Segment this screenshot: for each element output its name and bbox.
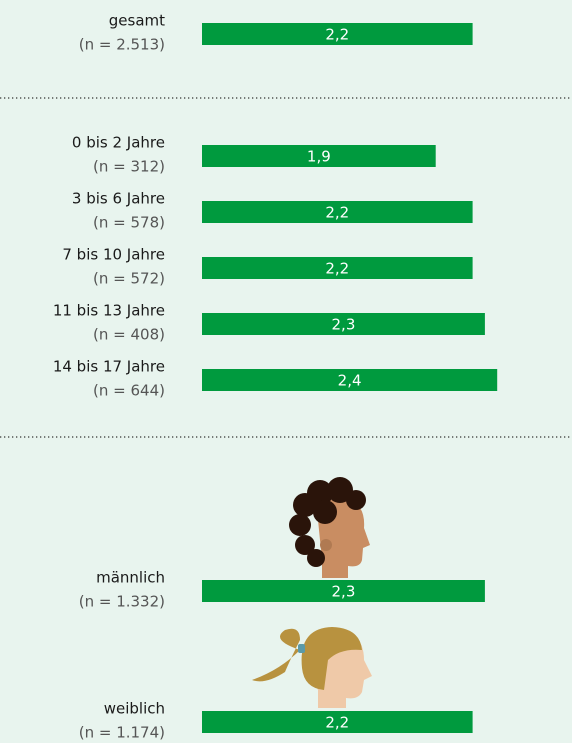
category-label: männlich	[96, 569, 165, 587]
value-label: 2,2	[325, 204, 349, 222]
bar	[202, 313, 485, 335]
sample-size: (n = 312)	[93, 158, 165, 176]
sample-size: (n = 2.513)	[79, 36, 165, 54]
category-label: 3 bis 6 Jahre	[72, 190, 165, 208]
sample-size: (n = 408)	[93, 326, 165, 344]
category-label: weiblich	[104, 700, 165, 718]
category-label: 14 bis 17 Jahre	[53, 358, 165, 376]
bar	[202, 23, 473, 45]
boy-icon	[289, 477, 370, 578]
value-label: 2,4	[338, 372, 362, 390]
bar	[202, 145, 436, 167]
sample-size: (n = 1.332)	[79, 593, 165, 611]
category-label: 7 bis 10 Jahre	[62, 246, 165, 264]
bar	[202, 580, 485, 602]
value-label: 2,2	[325, 260, 349, 278]
value-label: 2,2	[325, 26, 349, 44]
sample-size: (n = 1.174)	[79, 724, 165, 742]
bar	[202, 369, 498, 391]
value-label: 1,9	[307, 148, 331, 166]
value-label: 2,2	[325, 714, 349, 732]
girl-icon	[252, 627, 372, 708]
sample-size: (n = 644)	[93, 382, 165, 400]
category-label: 11 bis 13 Jahre	[53, 302, 165, 320]
bar	[202, 257, 473, 279]
value-label: 2,3	[332, 316, 356, 334]
sample-size: (n = 578)	[93, 214, 165, 232]
bar	[202, 201, 473, 223]
bar	[202, 711, 473, 733]
category-label: gesamt	[109, 12, 165, 30]
value-label: 2,3	[332, 583, 356, 601]
category-label: 0 bis 2 Jahre	[72, 134, 165, 152]
sample-size: (n = 572)	[93, 270, 165, 288]
